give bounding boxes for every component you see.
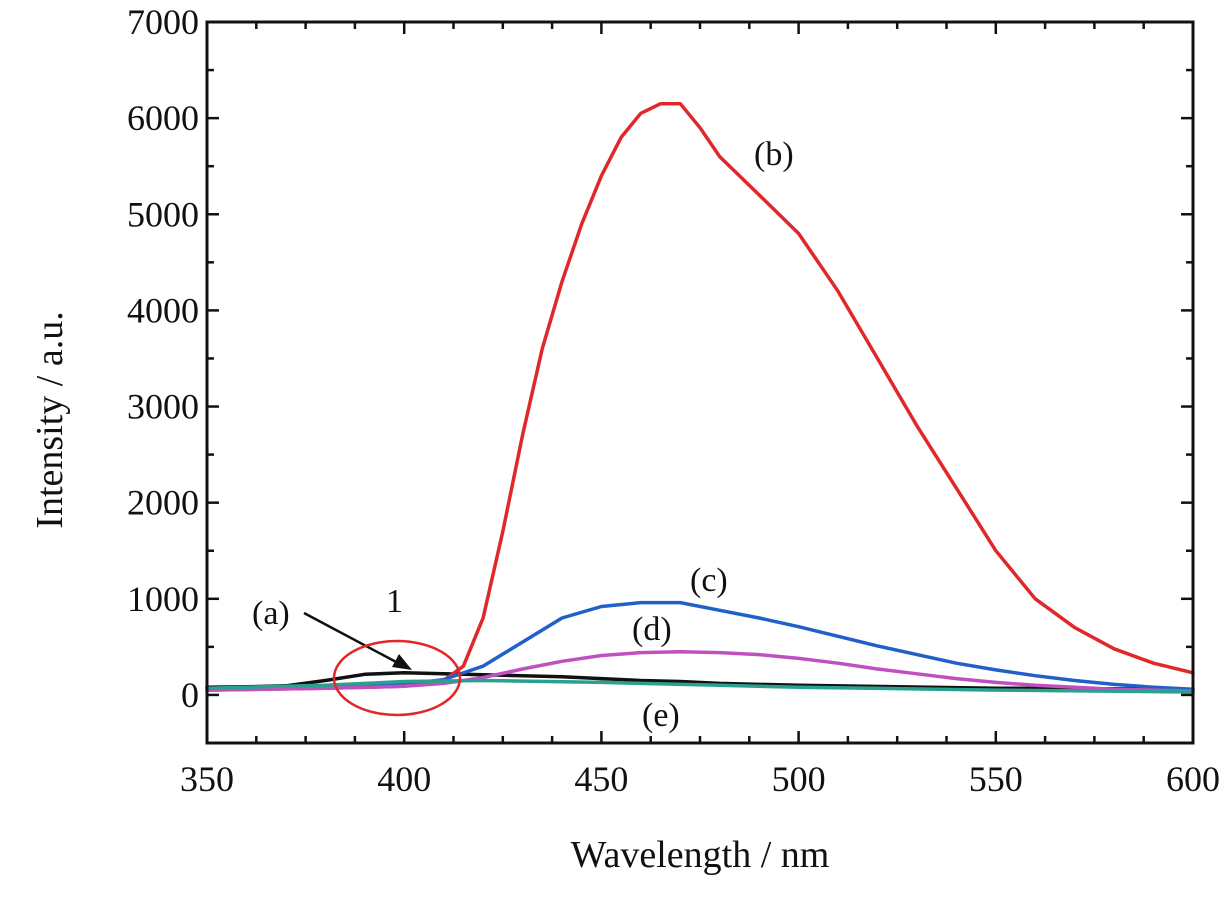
plot-area: 350 400 450 500 550 600 0 1000 2000 3000 4000 5000… [127, 2, 1220, 799]
x-tick-label: 350 [180, 759, 234, 799]
arrow-a [303, 611, 412, 670]
arrow-a-head [392, 654, 412, 670]
label-d: (d) [632, 611, 672, 648]
y-tick-label: 6000 [127, 98, 199, 138]
y-tick-label: 0 [181, 675, 199, 715]
x-tick-labels: 350 400 450 500 550 600 [180, 759, 1220, 799]
y-tick-label: 3000 [127, 387, 199, 427]
y-tick-label: 5000 [127, 194, 199, 234]
label-b: (b) [754, 136, 794, 173]
x-tick-label: 400 [377, 759, 431, 799]
y-tick-labels: 0 1000 2000 3000 4000 5000 6000 7000 [127, 2, 199, 715]
series-line-c [205, 600, 1195, 691]
x-tick-label: 550 [969, 759, 1023, 799]
x-tick-label: 450 [574, 759, 628, 799]
series-layer [205, 101, 1195, 694]
x-tick-label: 500 [772, 759, 826, 799]
circle-label: 1 [386, 583, 403, 620]
label-a: (a) [252, 595, 290, 632]
series-line-a [205, 671, 1195, 691]
x-axis-label: Wavelength / nm [571, 834, 830, 876]
x-tick-label: 600 [1166, 759, 1220, 799]
y-tick-label: 1000 [127, 579, 199, 619]
ticks-layer [205, 20, 1195, 745]
highlight-circle [332, 639, 462, 717]
y-tick-label: 2000 [127, 483, 199, 523]
arrow-a-line [303, 611, 399, 665]
series-line-b [205, 101, 1195, 692]
label-c: (c) [690, 562, 728, 599]
y-tick-label: 7000 [127, 2, 199, 42]
label-e: (e) [642, 697, 680, 734]
y-tick-label: 4000 [127, 290, 199, 330]
y-axis-label: Intensity / a.u. [29, 311, 71, 528]
series-line-e [205, 678, 1195, 694]
